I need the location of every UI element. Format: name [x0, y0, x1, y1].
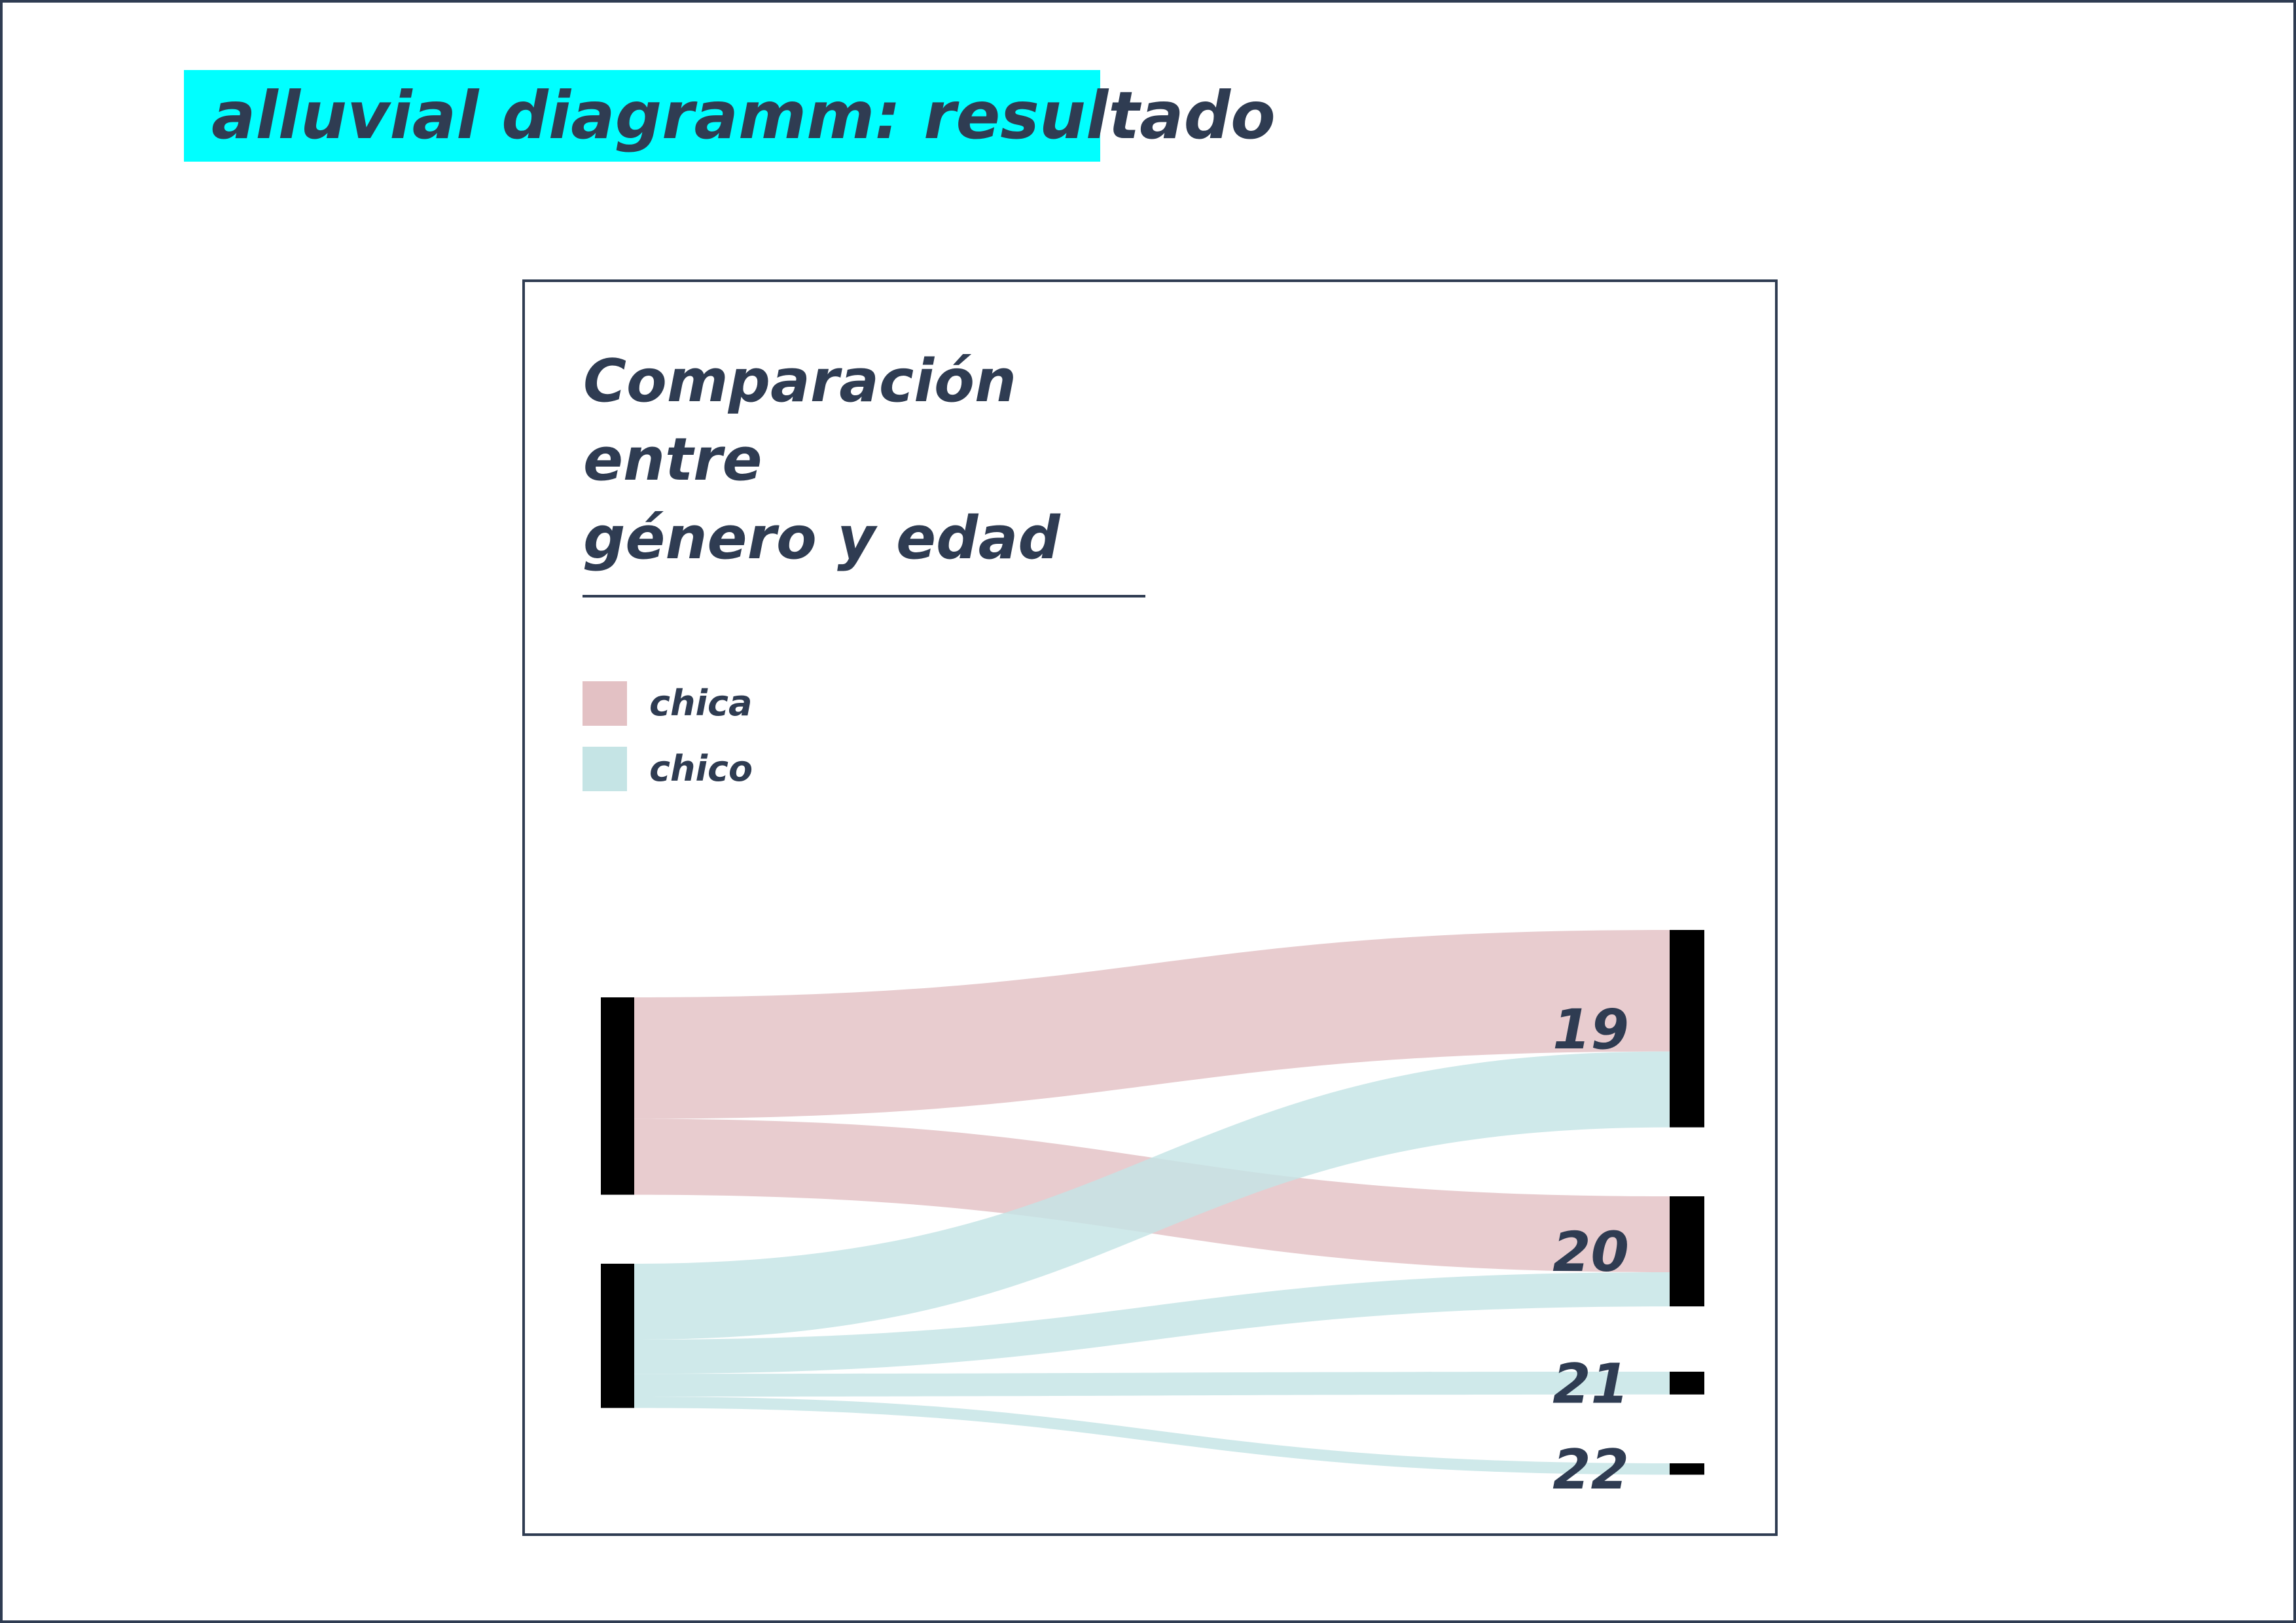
target-node-22 [1670, 1463, 1704, 1475]
legend-swatch-chica [583, 681, 627, 726]
target-node-20 [1670, 1196, 1704, 1307]
legend-label-chica: chica [649, 683, 753, 724]
source-node-chica [601, 997, 634, 1195]
nodes: 19 20 21 22 [601, 930, 1704, 1502]
alluvial-chart: 19 20 21 22 [601, 930, 1704, 1502]
title-divider [583, 595, 1145, 597]
chart-title-line-2: entre [583, 425, 762, 494]
chart-title-line-1: Comparación [583, 347, 1017, 416]
chart-title: Comparación entre género y edad [583, 342, 1060, 578]
target-node-label-20: 20 [1552, 1220, 1629, 1284]
flows [634, 930, 1670, 1475]
target-node-21 [1670, 1372, 1704, 1395]
flow-chico-to-19 [634, 1051, 1670, 1340]
target-node-label-21: 21 [1552, 1351, 1629, 1416]
legend-label-chico: chico [649, 748, 753, 789]
slide-title-banner: alluvial diagramm: resultado [184, 70, 1276, 162]
target-node-19 [1670, 930, 1704, 1128]
target-node-label-19: 19 [1552, 997, 1629, 1061]
chart-title-line-3: género y edad [583, 504, 1060, 573]
flow-chico-to-22 [634, 1397, 1670, 1475]
slide-title: alluvial diagramm: resultado [211, 77, 1276, 154]
target-node-label-22: 22 [1552, 1438, 1629, 1502]
source-node-chico [601, 1264, 634, 1408]
flow-chica-to-19 [634, 930, 1670, 1119]
flow-chico-to-21 [634, 1372, 1670, 1397]
flow-chico-to-20 [634, 1272, 1670, 1374]
chart-frame: Comparación entre género y edad chica ch… [522, 279, 1778, 1536]
legend-swatch-chico [583, 747, 627, 791]
